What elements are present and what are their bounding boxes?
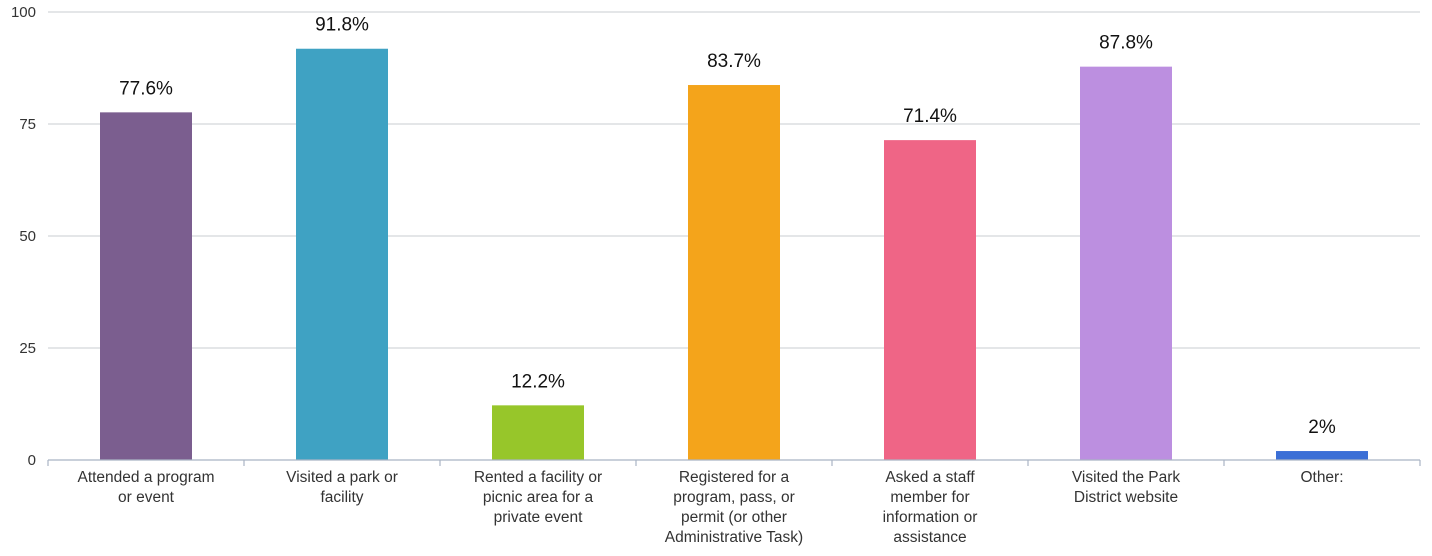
category-labels: Attended a program or event Visited a park… <box>77 469 1343 546</box>
bars <box>100 48 1368 461</box>
x-category-label: member for <box>890 489 969 506</box>
x-category-label: Registered for a <box>679 469 790 486</box>
x-category-label: Other: <box>1300 469 1343 486</box>
x-axis <box>47 459 1421 466</box>
y-tick-label: 25 <box>19 340 36 357</box>
x-category-label: information or <box>883 509 978 526</box>
bar-value-label: 2% <box>1308 417 1336 438</box>
bar <box>688 85 780 461</box>
y-tick-label: 100 <box>11 4 36 21</box>
y-tick-label: 50 <box>19 228 36 245</box>
x-category-label: Rented a facility or <box>474 469 602 486</box>
x-category-label: picnic area for a <box>483 489 594 506</box>
x-category-label: program, pass, or <box>673 489 794 506</box>
x-category-label: Visited a park or <box>286 469 398 486</box>
bar-value-label: 12.2% <box>511 371 565 392</box>
x-category-label: Attended a program <box>77 469 214 486</box>
x-category-label: Administrative Task) <box>665 529 803 546</box>
bar <box>884 140 976 461</box>
y-tick-label: 75 <box>19 116 36 133</box>
bar <box>296 48 388 461</box>
bar-value-label: 91.8% <box>315 15 369 36</box>
bar <box>1080 66 1172 460</box>
x-category-label: permit (or other <box>681 509 787 526</box>
bar-value-label: 87.8% <box>1099 33 1153 54</box>
bar-value-label: 83.7% <box>707 51 761 72</box>
x-category-label: facility <box>320 489 363 506</box>
bar <box>1276 451 1368 460</box>
x-category-label: Visited the Park <box>1072 469 1181 486</box>
x-category-label: District website <box>1074 489 1178 506</box>
value-labels: 77.6% 91.8% 12.2% 83.7% 71.4% 87.8% 2% <box>119 15 1336 438</box>
x-category-label: Asked a staff <box>885 469 975 486</box>
y-axis-ticks: 0 25 50 75 100 <box>11 4 36 469</box>
bar <box>100 112 192 461</box>
x-category-label: private event <box>494 509 583 526</box>
bar-value-label: 77.6% <box>119 78 173 99</box>
bar <box>492 405 584 460</box>
y-tick-label: 0 <box>28 452 36 469</box>
x-category-label: or event <box>118 489 175 506</box>
bar-value-label: 71.4% <box>903 106 957 127</box>
x-category-label: assistance <box>893 529 966 546</box>
